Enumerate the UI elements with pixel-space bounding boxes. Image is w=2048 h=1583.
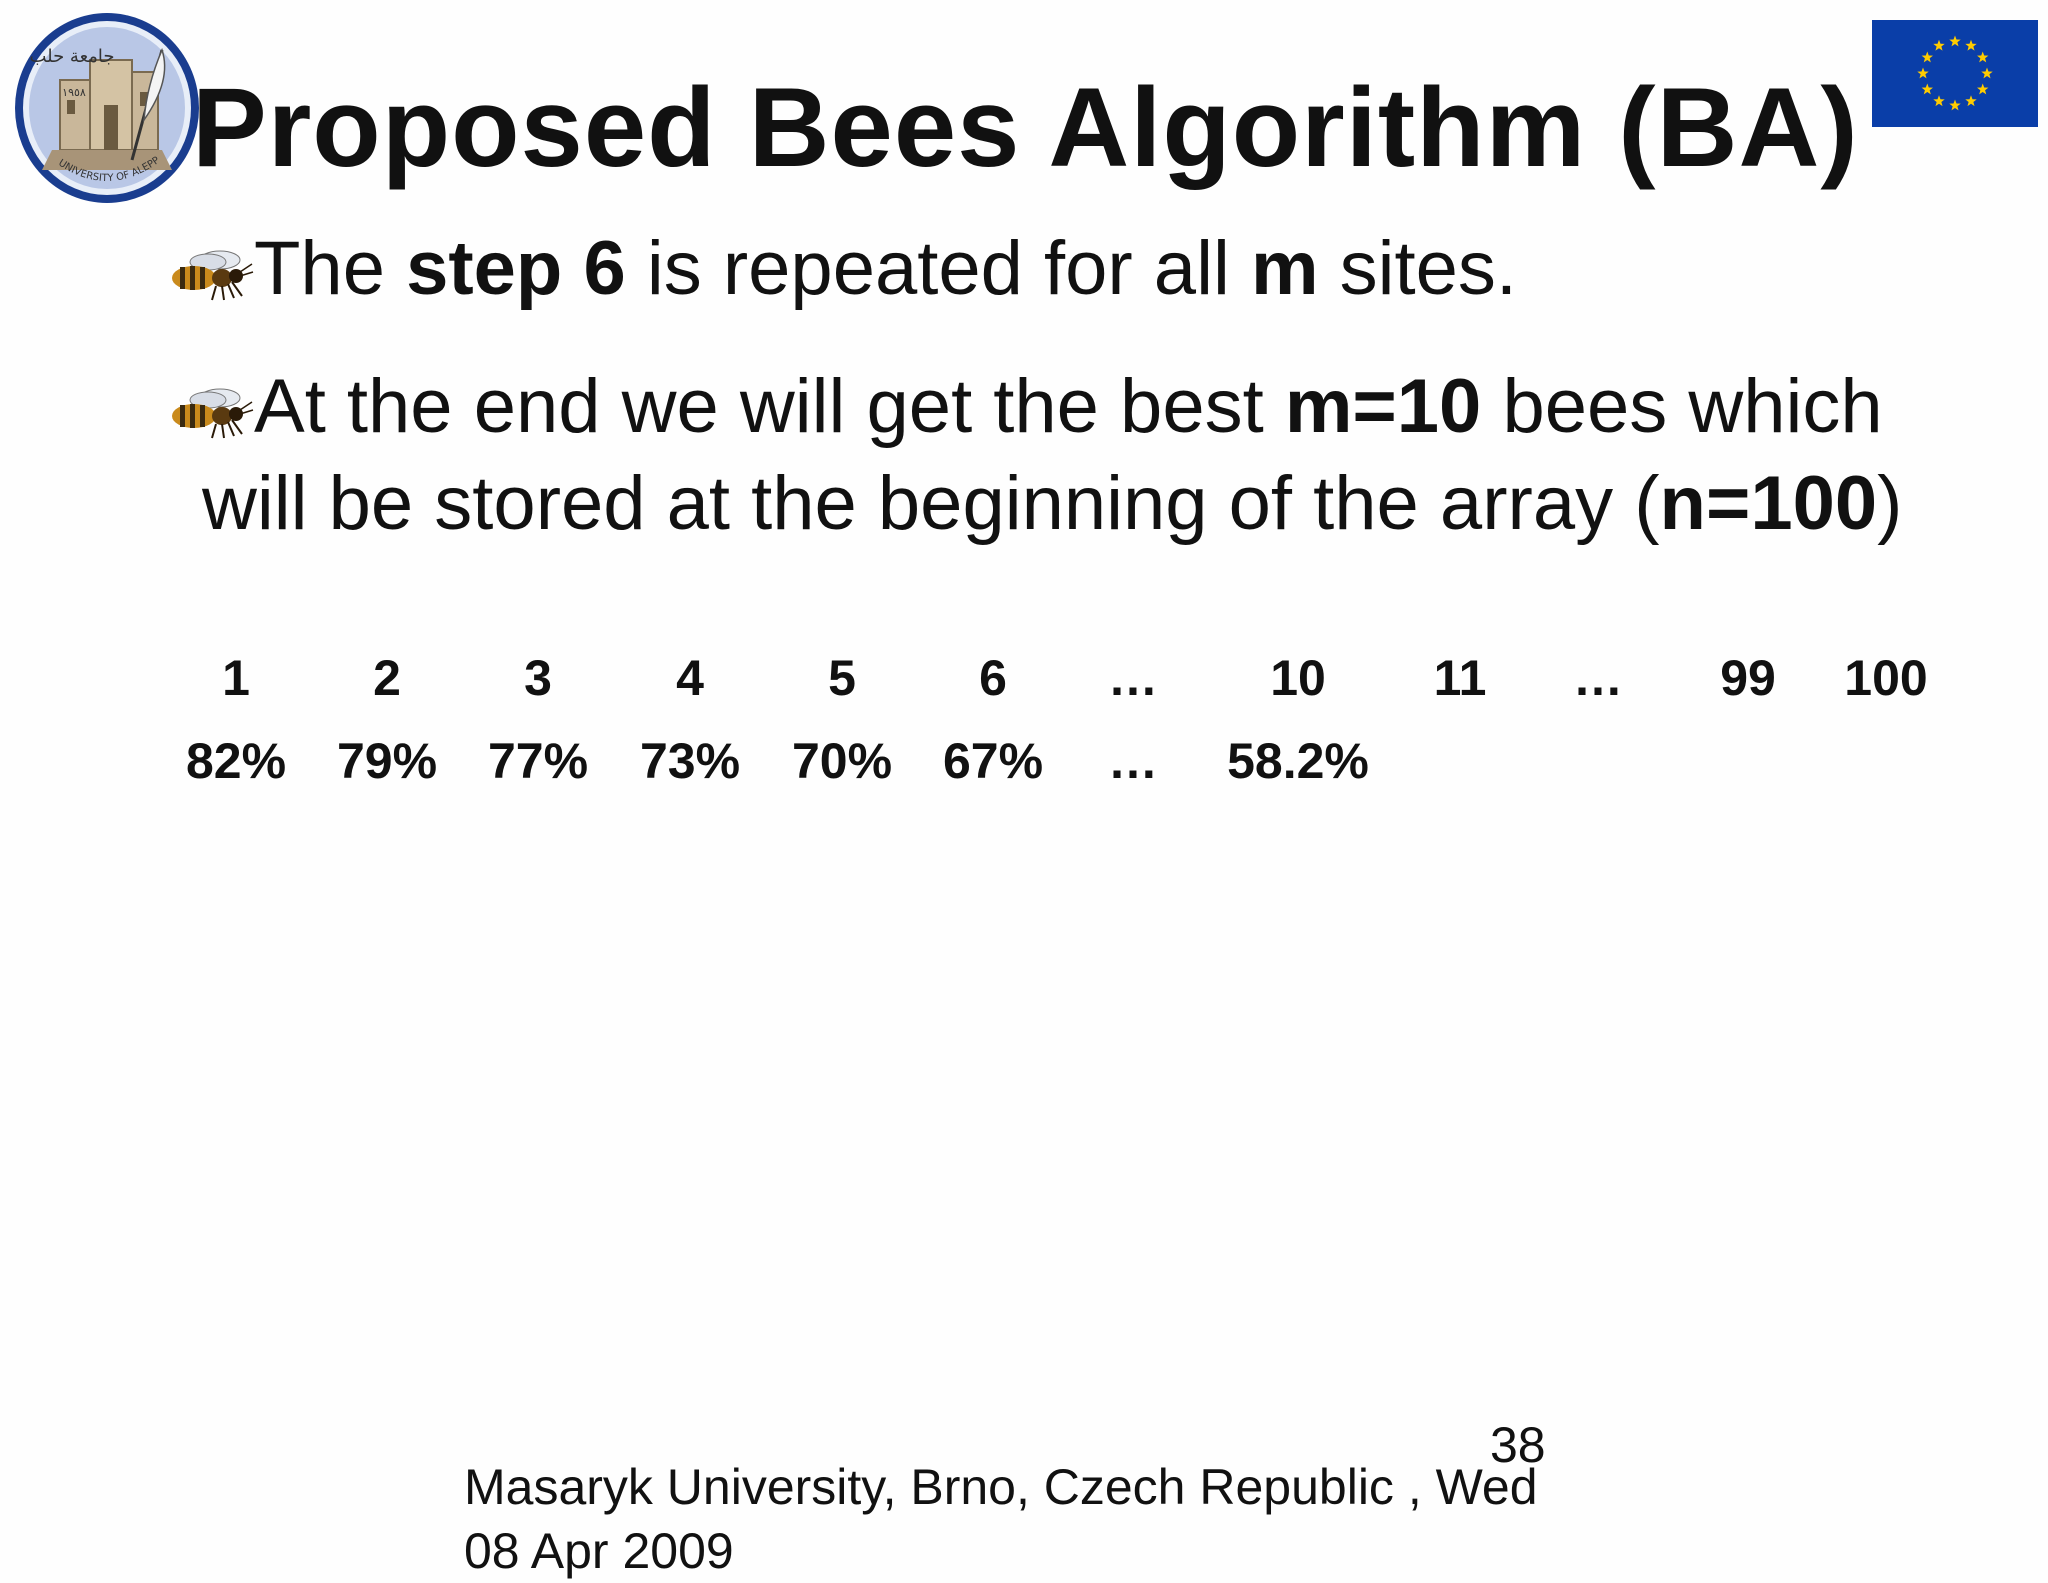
bold-term: m [1250, 226, 1319, 311]
bold-term: step 6 [406, 226, 626, 311]
logo-arabic-text: جامعة حلب [29, 46, 114, 67]
array-index-cell: 1 [222, 650, 250, 706]
array-value-cell: 77% [487, 733, 589, 789]
eu-star-icon [1933, 39, 1945, 51]
array-index-cell: … [1573, 650, 1623, 706]
honeybee-icon [172, 388, 254, 439]
bullet-text-line-1: At the end we will get the best m=10 bee… [254, 364, 1883, 449]
bold-term: n=100 [1659, 461, 1878, 546]
slide-footer: Masaryk University, Brno, Czech Republic… [464, 1459, 1538, 1579]
array-value-cell: … [1108, 733, 1158, 789]
eu-star-icon [1965, 39, 1977, 51]
array-index-cell: 5 [828, 650, 856, 706]
page-number: 38 [1490, 1417, 1546, 1473]
array-value-cell: 70% [791, 733, 893, 789]
eu-star-icon [1921, 83, 1933, 95]
array-index-cell: 100 [1844, 650, 1928, 706]
array-index-cell: 10 [1270, 650, 1326, 706]
eu-star-icon [1933, 95, 1945, 107]
slide-title: Proposed Bees Algorithm (BA) [192, 65, 1859, 190]
eu-flag-icon [1872, 20, 2038, 127]
array-value-cell: 79% [336, 733, 438, 789]
array-value-cell: 58.2% [1227, 733, 1369, 789]
array-index-cell: 4 [676, 650, 704, 706]
array-value-cell: 67% [942, 733, 1044, 789]
eu-star-icon [1917, 67, 1929, 79]
bullet-step-6: The step 6 is repeated for all m sites. [168, 220, 2008, 317]
logo-year-text: ١٩٥٨ [62, 86, 86, 99]
array-value-cell: 82% [185, 733, 287, 789]
bullet-text: The step 6 is repeated for all m sites. [254, 226, 1518, 311]
bullet-text-line-2: will be stored at the beginning of the a… [202, 461, 1903, 546]
eu-star-icon [1949, 35, 1961, 47]
eu-star-icon [1965, 95, 1977, 107]
array-index-cell: 99 [1720, 650, 1776, 706]
university-logo-icon: جامعة حلب ١٩٥٨ UNIVERSITY OF ALEPPO [12, 10, 199, 203]
array-index-cell: 6 [979, 650, 1007, 706]
eu-star-icon [1921, 51, 1933, 63]
bold-term: m=10 [1284, 364, 1482, 449]
array-index-cell: 11 [1433, 650, 1487, 706]
eu-star-icon [1977, 83, 1989, 95]
eu-star-icon [1949, 99, 1961, 111]
array-index-cell: … [1108, 650, 1158, 706]
honeybee-icon [172, 250, 254, 301]
array-value-cell: 73% [639, 733, 741, 789]
eu-star-icon [1977, 51, 1989, 63]
array-index-cell: 3 [524, 650, 552, 706]
bullet-best-bees: At the end we will get the best m=10 bee… [168, 358, 2008, 552]
eu-star-icon [1981, 67, 1993, 79]
array-index-cell: 2 [373, 650, 401, 706]
